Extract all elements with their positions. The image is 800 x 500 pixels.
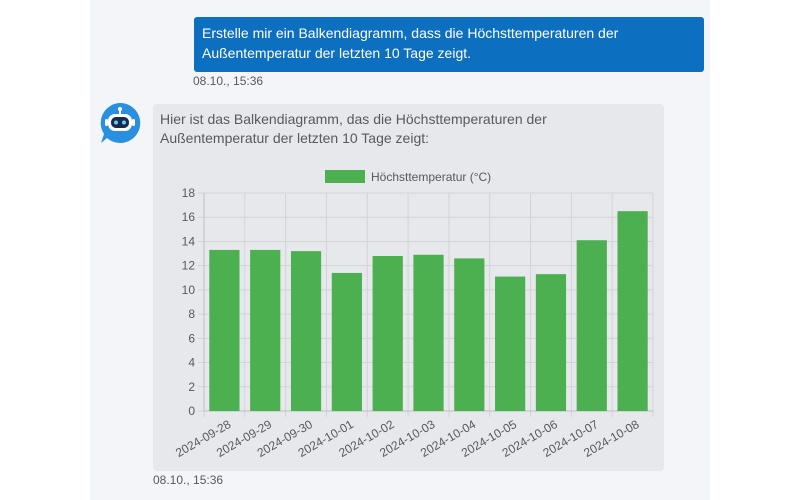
user-message-timestamp: 08.10., 15:36 — [193, 74, 264, 88]
y-tick-label: 12 — [182, 259, 196, 273]
y-tick-label: 0 — [188, 404, 195, 418]
bar — [372, 255, 403, 411]
bar — [331, 272, 362, 411]
bar — [413, 254, 444, 411]
bar — [576, 240, 607, 411]
bot-message-timestamp: 08.10., 15:36 — [153, 473, 224, 487]
legend-label: Höchsttemperatur (°C) — [371, 170, 491, 184]
y-tick-label: 8 — [188, 307, 195, 321]
bar — [250, 249, 281, 411]
robot-chat-icon — [99, 102, 141, 144]
bar — [209, 249, 240, 411]
bot-message-text: Hier ist das Balkendiagramm, das die Höc… — [160, 111, 547, 146]
user-message-bubble: Erstelle mir ein Balkendiagramm, dass di… — [194, 17, 704, 72]
y-tick-label: 10 — [182, 283, 196, 297]
user-message-text: Erstelle mir ein Balkendiagramm, dass di… — [202, 25, 619, 61]
bar-chart: 0246810121416182024-09-282024-09-292024-… — [173, 170, 654, 460]
legend-swatch — [325, 170, 365, 183]
y-tick-label: 6 — [188, 331, 195, 345]
y-tick-label: 2 — [188, 380, 195, 394]
bar — [617, 211, 648, 411]
bar — [454, 258, 485, 411]
bar — [535, 274, 567, 411]
bot-message-bubble: Hier ist das Balkendiagramm, das die Höc… — [153, 104, 664, 471]
y-tick-label: 16 — [182, 210, 196, 224]
bar — [495, 276, 526, 411]
y-tick-label: 18 — [182, 186, 196, 200]
y-tick-label: 4 — [188, 356, 195, 370]
y-tick-label: 14 — [182, 234, 196, 248]
bar — [290, 251, 322, 411]
